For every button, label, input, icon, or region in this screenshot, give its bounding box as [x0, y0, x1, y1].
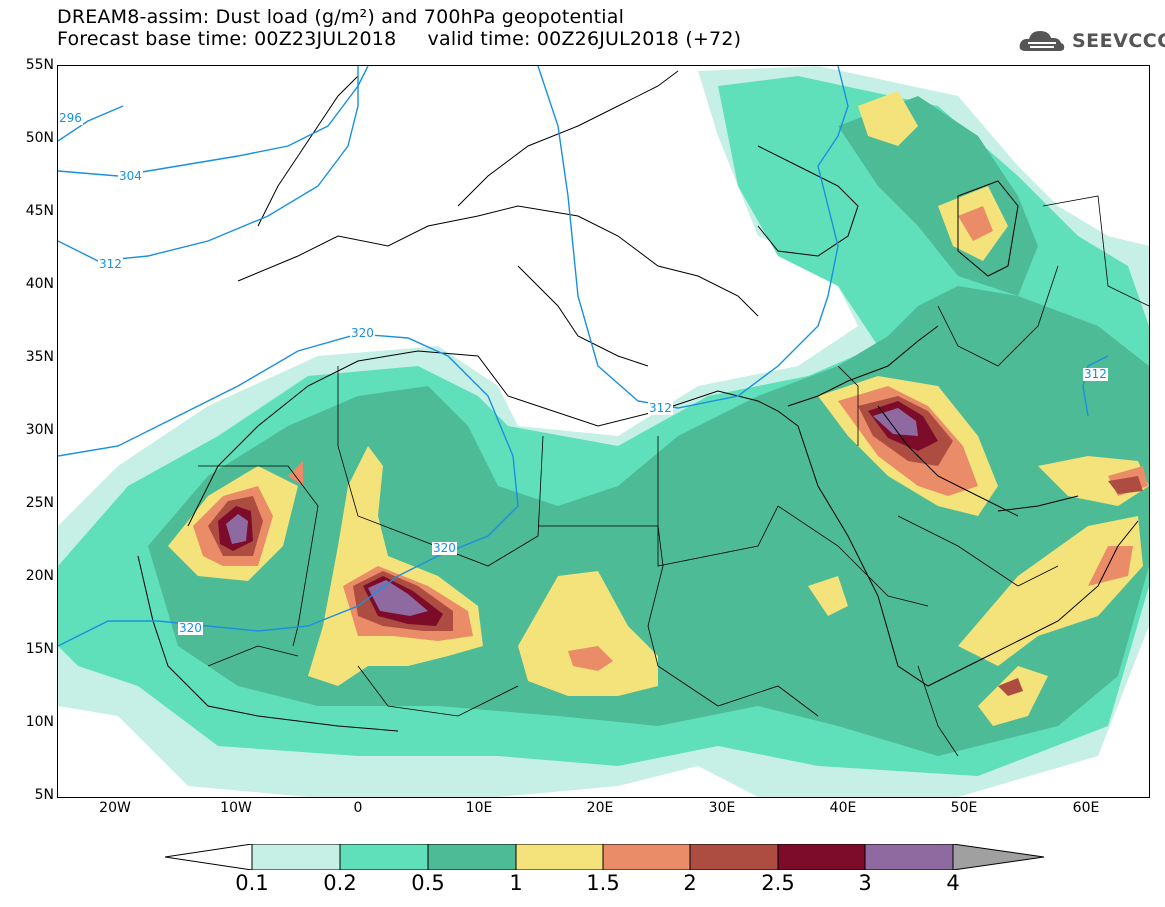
dust-colorbar — [165, 844, 1045, 870]
lat-label: 50N — [25, 130, 54, 146]
colorbar-label: 0.5 — [411, 871, 445, 895]
seevccc-logo: SEEVCCC — [1018, 27, 1165, 55]
colorbar-cell — [427, 844, 517, 870]
contour-label: 312 — [648, 401, 673, 415]
contour-label: 320 — [432, 541, 457, 555]
lat-label: 35N — [25, 349, 54, 365]
colorbar-label: 2.5 — [761, 871, 795, 895]
lon-label: 40E — [829, 800, 857, 816]
lon-label: 20W — [99, 800, 131, 816]
colorbar-label: 1 — [509, 871, 523, 895]
contour-312-east — [537, 66, 849, 409]
cloud-icon — [1019, 31, 1065, 51]
country-borders — [198, 195, 1149, 757]
contour-label: 320 — [178, 621, 203, 635]
colorbar-cell — [339, 844, 429, 870]
contour-label: 312 — [98, 257, 123, 271]
forecast-time-subtitle: Forecast base time: 00Z23JUL2018 valid t… — [57, 28, 742, 50]
dust-load-map: 296 304 312 320 320 320 312 312 — [57, 65, 1150, 798]
colorbar-over-arrow — [952, 844, 1045, 870]
colorbar-cell — [777, 844, 866, 870]
contour-label: 296 — [58, 111, 83, 125]
lat-label: 40N — [25, 276, 54, 292]
contour-label: 320 — [350, 326, 375, 340]
lat-label: 55N — [25, 57, 54, 73]
colorbar-cell — [515, 844, 604, 870]
lat-label: 15N — [25, 641, 54, 657]
lon-label: 0 — [353, 800, 363, 816]
lat-label: 45N — [25, 203, 54, 219]
contour-label: 312 — [1083, 367, 1108, 381]
lat-label: 5N — [34, 787, 54, 803]
lat-label: 30N — [25, 422, 54, 438]
lon-label: 10E — [465, 800, 493, 816]
contour-320-upper — [58, 333, 519, 647]
lat-label: 25N — [25, 495, 54, 511]
logo-text: SEEVCCC — [1072, 30, 1165, 52]
map-title: DREAM8-assim: Dust load (g/m²) and 700hP… — [57, 6, 625, 28]
lon-label: 30E — [708, 800, 736, 816]
colorbar-label: 0.2 — [323, 871, 357, 895]
colorbar-cell — [864, 844, 954, 870]
colorbar-cell — [689, 844, 779, 870]
colorbar-cell — [602, 844, 691, 870]
colorbar-label: 2 — [683, 871, 697, 895]
colorbar-label: 1.5 — [586, 871, 620, 895]
lon-label: 60E — [1072, 800, 1100, 816]
colorbar-label: 0.1 — [235, 871, 269, 895]
contour-312-west — [58, 66, 359, 262]
contour-296 — [58, 105, 124, 142]
lon-label: 20E — [586, 800, 614, 816]
contour-label: 304 — [118, 169, 143, 183]
lat-label: 20N — [25, 568, 54, 584]
lat-label: 10N — [25, 714, 54, 730]
lon-label: 10W — [220, 800, 252, 816]
map-canvas — [58, 66, 1149, 797]
colorbar-cell — [251, 844, 341, 870]
colorbar-label: 3 — [858, 871, 872, 895]
colorbar-label: 4 — [946, 871, 960, 895]
colorbar-under-arrow — [165, 844, 253, 870]
lon-label: 50E — [950, 800, 978, 816]
